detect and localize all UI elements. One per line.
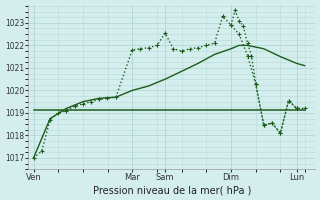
X-axis label: Pression niveau de la mer( hPa ): Pression niveau de la mer( hPa ) — [92, 185, 251, 195]
